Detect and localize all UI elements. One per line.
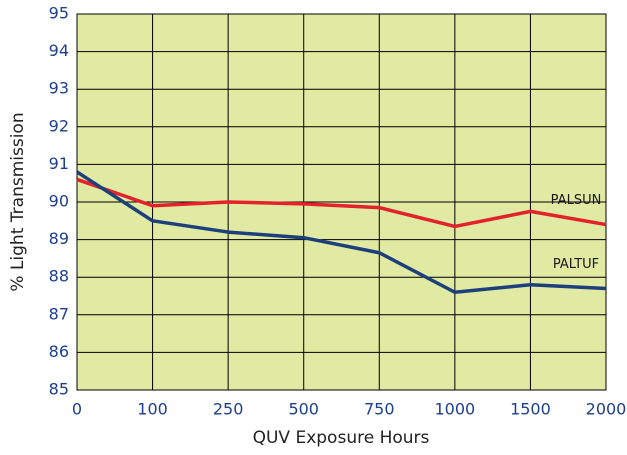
y-tick-label: 91 (49, 154, 69, 173)
x-tick-label: 500 (288, 400, 319, 419)
y-tick-label: 93 (49, 79, 69, 98)
y-tick-label: 86 (49, 342, 69, 361)
series-label: PALTUF (553, 257, 599, 272)
x-tick-label: 1500 (510, 400, 551, 419)
series-line (76, 170, 607, 294)
y-tick-label: 87 (49, 304, 69, 323)
x-axis-title: QUV Exposure Hours (253, 428, 430, 448)
x-tick-label: 0 (72, 400, 82, 419)
x-tick-label: 100 (137, 400, 168, 419)
y-tick-label: 95 (49, 4, 69, 23)
y-tick-label: 92 (49, 116, 69, 135)
x-tick-label: 250 (213, 400, 244, 419)
y-tick-label: 94 (49, 41, 69, 60)
series-label: PALSUN (551, 193, 602, 208)
y-axis-title: % Light Transmission (8, 112, 28, 291)
y-tick-label: 85 (49, 380, 69, 399)
y-tick-label: 89 (49, 229, 69, 248)
y-tick-label: 90 (49, 192, 69, 211)
x-tick-label: 2000 (586, 400, 627, 419)
x-tick-label: 1000 (434, 400, 475, 419)
series-line (76, 177, 607, 229)
x-tick-label: 750 (364, 400, 395, 419)
y-tick-label: 88 (49, 267, 69, 286)
